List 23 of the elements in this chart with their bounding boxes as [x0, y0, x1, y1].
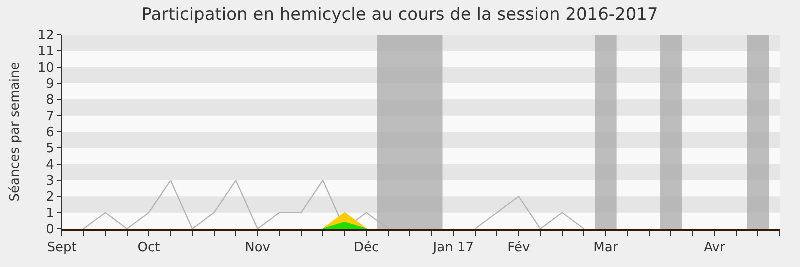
y-axis-title: Séances par semaine — [8, 62, 23, 202]
chart-title: Participation en hemicycle au cours de la session 2016-2017 — [142, 4, 658, 25]
y-tick-label: 9 — [46, 77, 54, 92]
y-tick-label: 5 — [46, 142, 54, 157]
x-tick-label: Jan 17 — [432, 240, 474, 256]
y-tick-label: 1 — [46, 206, 54, 222]
x-tick-label: Oct — [138, 240, 160, 256]
y-tick-label: 6 — [46, 126, 54, 141]
y-tick-label: 12 — [38, 28, 54, 44]
y-tick-label: 3 — [46, 174, 54, 190]
y-tick-label: 10 — [38, 60, 54, 76]
y-tick-label: 11 — [38, 44, 54, 60]
x-tick-label: Fév — [508, 240, 530, 256]
x-tick-label: Nov — [245, 240, 271, 256]
x-tick-label: Déc — [354, 240, 380, 256]
y-tick-label: 7 — [46, 109, 54, 124]
x-tick-label: Mar — [594, 240, 619, 256]
x-tick-label: Sept — [47, 240, 77, 256]
x-tick-label: Avr — [704, 240, 726, 256]
y-tick-label: 0 — [46, 222, 54, 238]
y-tick-label: 2 — [46, 190, 54, 206]
y-tick-label: 4 — [46, 158, 54, 173]
y-tick-label: 8 — [46, 93, 54, 108]
